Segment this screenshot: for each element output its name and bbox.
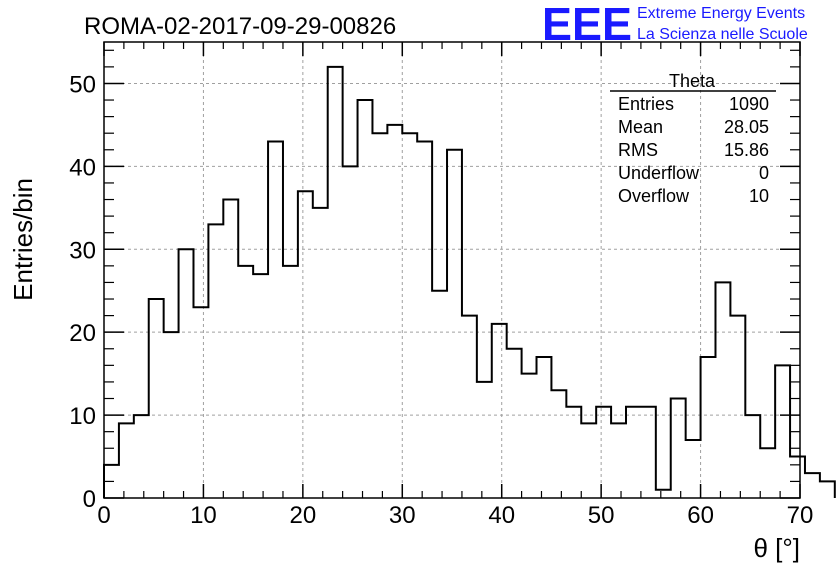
histogram-bin [462, 316, 477, 498]
stats-entries-value: 1090 [729, 94, 769, 114]
x-tick-label: 70 [787, 502, 814, 529]
x-tick-label: 0 [97, 502, 110, 529]
histogram-bin [477, 382, 492, 498]
histogram-bin [805, 473, 820, 498]
histogram-bin [372, 133, 387, 498]
histogram-bin [283, 266, 298, 498]
stats-rms-label: RMS [618, 140, 658, 160]
histogram-bin [432, 291, 447, 498]
stats-mean-value: 28.05 [724, 117, 769, 137]
histogram-bin [671, 399, 686, 498]
stats-underflow-label: Underflow [618, 163, 700, 183]
histogram-bin [686, 440, 701, 498]
histogram-bin [193, 307, 208, 498]
histogram-bin [402, 133, 417, 498]
stats-rms-value: 15.86 [724, 140, 769, 160]
histogram-bin [730, 316, 745, 498]
x-tick-label: 50 [588, 502, 615, 529]
plot-frame [103, 41, 801, 499]
x-axis-label: θ [°] [753, 533, 800, 563]
histogram-bin [760, 448, 775, 498]
histogram-bin [566, 407, 581, 498]
histogram-bin [551, 390, 566, 498]
stats-overflow-value: 10 [749, 186, 769, 206]
histogram-bin [656, 490, 671, 498]
y-tick-label: 30 [69, 237, 96, 264]
histogram-bin [790, 457, 805, 498]
histogram-bin [745, 415, 760, 498]
histogram-bin [507, 349, 522, 498]
y-tick-labels: 0 10 20 30 40 50 [69, 71, 96, 513]
logo-line1: Extreme Energy Events [637, 5, 805, 22]
logo-line2: La Scienza nelle Scuole [637, 26, 808, 43]
histogram-bin [134, 415, 149, 498]
histogram-bin [238, 266, 253, 498]
histogram-bin [626, 407, 641, 498]
histogram-bin [149, 299, 164, 498]
histogram-bin [611, 423, 626, 498]
histogram-bin [447, 150, 462, 498]
x-tick-label: 60 [687, 502, 714, 529]
x-tick-label: 30 [389, 502, 416, 529]
histogram-bin [775, 365, 790, 498]
stats-underflow-value: 0 [759, 163, 769, 183]
y-axis-label: Entries/bin [8, 178, 38, 301]
histogram-bin [328, 67, 343, 498]
y-tick-label: 50 [69, 71, 96, 98]
stats-box: Theta Entries 1090 Mean 28.05 RMS 15.86 … [610, 71, 776, 206]
histogram-bin [268, 141, 283, 498]
x-tick-label: 40 [488, 502, 515, 529]
histogram-bin [253, 274, 268, 498]
stats-entries-label: Entries [618, 94, 674, 114]
histogram-bin [596, 407, 611, 498]
histogram-line [103, 65, 836, 498]
x-tick-label: 10 [190, 502, 217, 529]
y-tick-label: 10 [69, 403, 96, 430]
histogram-bin [641, 407, 656, 498]
grid-lines [104, 42, 800, 498]
y-tick-label: 0 [83, 486, 96, 513]
y-tick-label: 40 [69, 154, 96, 181]
y-tick-label: 20 [69, 320, 96, 347]
stats-mean-label: Mean [618, 117, 663, 137]
histogram-bin [387, 125, 402, 498]
chart-title: ROMA-02-2017-09-29-00826 [84, 13, 396, 40]
histogram-bin [820, 481, 835, 498]
histogram-bin [208, 224, 223, 498]
eee-logo-mark: EEE [542, 0, 632, 50]
histogram-bin [581, 423, 596, 498]
histogram-bin [537, 357, 552, 498]
histogram-bin [313, 208, 328, 498]
histogram-bin [417, 141, 432, 498]
x-tick-labels: 0 10 20 30 40 50 60 70 [97, 502, 813, 529]
histogram-bin [715, 282, 730, 498]
histogram-bin [701, 357, 716, 498]
histogram-bin [522, 374, 537, 498]
histogram-bin [179, 249, 194, 498]
stats-overflow-label: Overflow [618, 186, 690, 206]
histogram-bin [223, 200, 238, 498]
x-tick-label: 20 [290, 502, 317, 529]
histogram-bin [298, 191, 313, 498]
histogram-bin [358, 100, 373, 498]
histogram-bin [492, 324, 507, 498]
stats-title: Theta [669, 71, 716, 91]
histogram-bin [119, 423, 134, 498]
